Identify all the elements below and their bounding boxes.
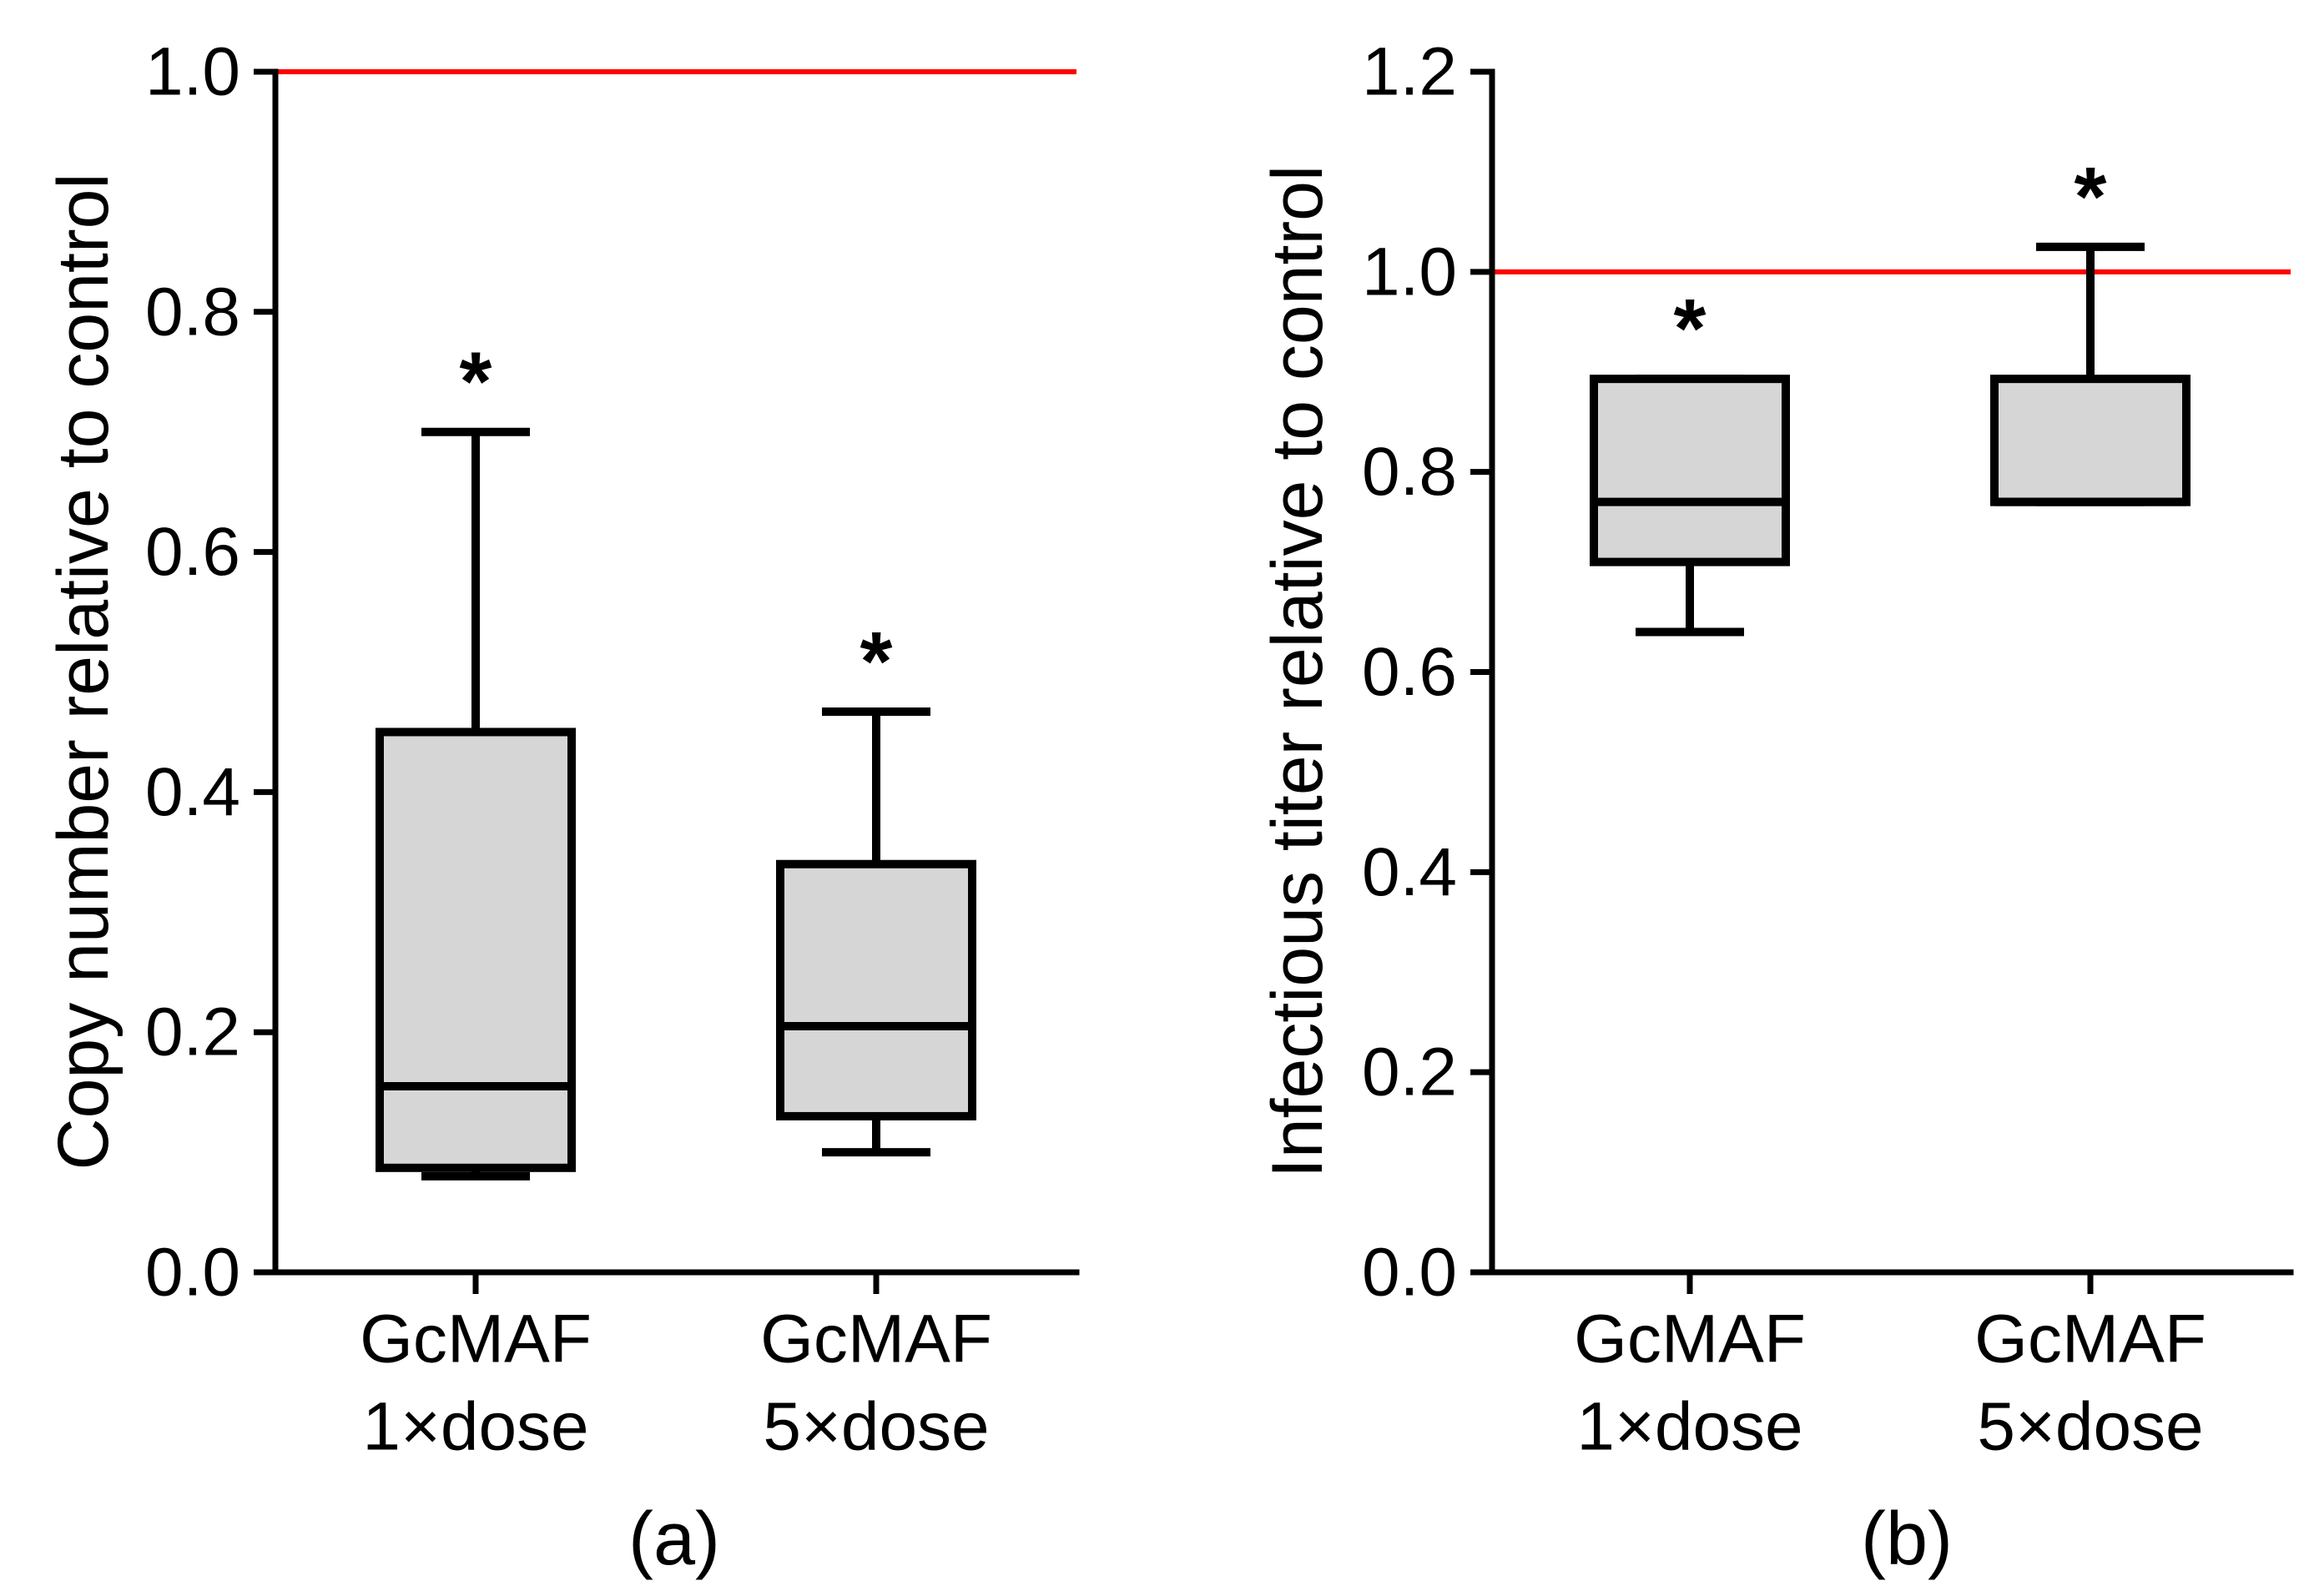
box-group: * [1590, 282, 1790, 637]
y-tick-label: 1.0 [1362, 234, 1457, 310]
y-tick-label: 0.6 [145, 514, 240, 590]
significance-marker: * [860, 615, 893, 708]
box [1990, 375, 2191, 506]
box-group: * [1990, 150, 2191, 506]
y-tick-label: 0.4 [145, 754, 240, 830]
box [376, 728, 576, 1172]
box [776, 859, 976, 1120]
y-axis-title: Infectious titer relative to control [1258, 165, 1338, 1178]
panel-label: (a) [628, 1498, 720, 1581]
category-label-line1: GcMAF [1574, 1301, 1806, 1377]
category-label-line2: 1×dose [1576, 1389, 1802, 1465]
y-tick-label: 0.8 [1362, 434, 1457, 510]
category-label-line1: GcMAF [1974, 1301, 2206, 1377]
box-group: * [776, 615, 976, 1157]
y-tick-label: 0.0 [145, 1235, 240, 1311]
category-label-line1: GcMAF [760, 1301, 992, 1377]
y-tick-label: 0.6 [1362, 634, 1457, 710]
box-group: * [376, 335, 576, 1181]
y-tick-label: 1.2 [1362, 34, 1457, 110]
panel-label: (b) [1861, 1498, 1953, 1581]
y-tick-label: 0.8 [145, 274, 240, 350]
y-tick-label: 0.2 [1362, 1035, 1457, 1110]
y-tick-label: 0.4 [1362, 834, 1457, 910]
box [1590, 375, 1790, 566]
category-label-line2: 5×dose [763, 1389, 989, 1465]
significance-marker: * [1674, 282, 1707, 375]
y-tick-label: 1.0 [145, 34, 240, 110]
significance-marker: * [460, 335, 492, 429]
panel-b: 0.0 0.2 0.4 0.6 0.8 1.0 1.2 Infectious titer re… [1258, 34, 2294, 1581]
y-tick-label: 0.0 [1362, 1235, 1457, 1311]
y-tick-label: 0.2 [145, 994, 240, 1070]
category-label-line1: GcMAF [360, 1301, 592, 1377]
y-axis-title: Copy number relative to control [43, 173, 124, 1170]
category-label-line2: 5×dose [1977, 1389, 2203, 1465]
panel-a: 0.0 0.2 0.4 0.6 0.8 1.0 Copy number relative t… [43, 34, 1080, 1581]
significance-marker: * [2075, 150, 2107, 244]
category-label-line2: 1×dose [362, 1389, 588, 1465]
